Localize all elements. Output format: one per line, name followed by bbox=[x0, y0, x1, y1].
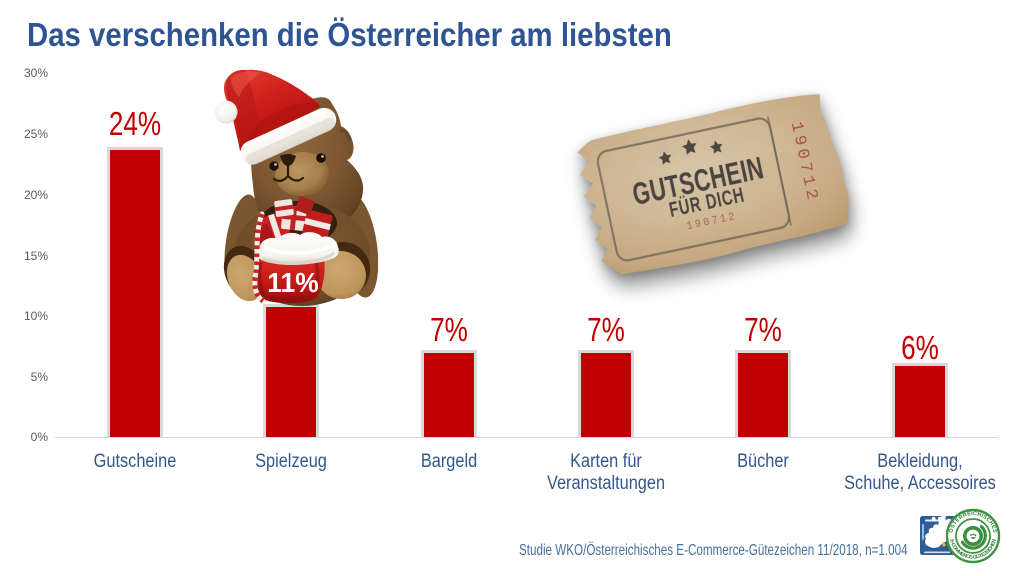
svg-text:11%: 11% bbox=[267, 268, 318, 299]
